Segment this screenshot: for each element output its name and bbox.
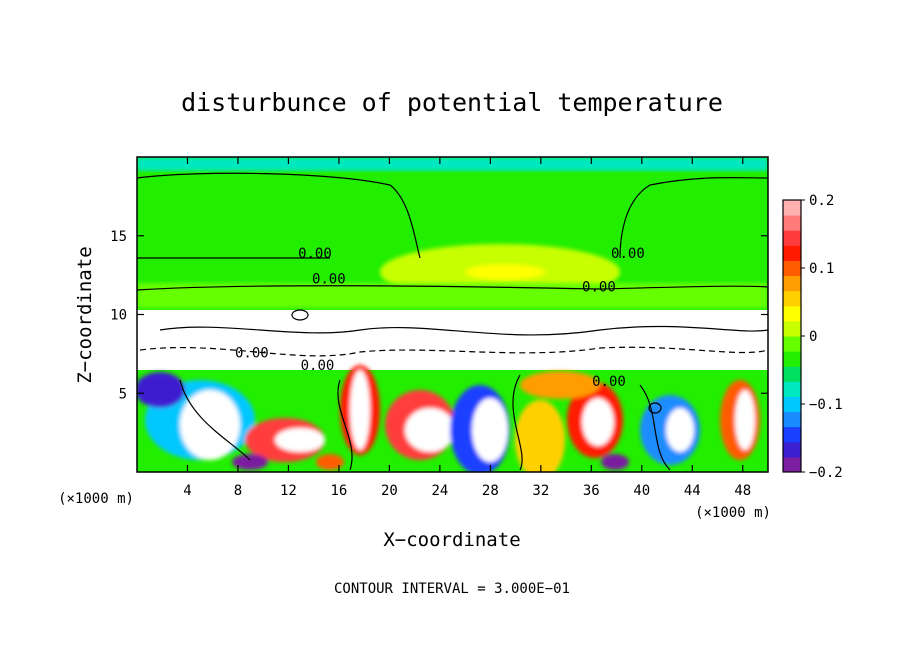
colorbar-swatch	[783, 456, 801, 473]
colorbar-swatch	[783, 336, 801, 352]
x-unit-label: (×1000 m)	[695, 505, 771, 521]
colorbar-swatch	[783, 290, 801, 307]
contour-interval-note: CONTOUR INTERVAL = 3.000E−01	[334, 581, 570, 597]
x-axis-title: X−coordinate	[383, 529, 520, 551]
colorbar-swatch	[783, 320, 801, 337]
y-tick-label: 5	[119, 386, 127, 402]
colorbar-swatch	[783, 411, 801, 428]
contour-label: 0.00	[235, 345, 269, 361]
colorbar-swatch	[783, 275, 801, 292]
colorbar: 0.2 0.1 0 −0.1 −0.2	[782, 193, 843, 481]
top-cyan-band	[137, 157, 768, 171]
turbulent-layer	[137, 310, 768, 372]
colorbar-tick-label: 0.1	[809, 261, 834, 277]
colorbar-swatch	[783, 441, 801, 458]
x-tick-label: 28	[482, 483, 499, 499]
colorbar-tick-label: 0.2	[809, 193, 834, 209]
x-tick-label: 44	[684, 483, 701, 499]
contour-labels: 0.00 0.00 0.00 0.00 0.00 0.00 0.00	[235, 246, 645, 390]
colorbar-tick-label: −0.2	[809, 465, 843, 481]
contour-label: 0.00	[312, 271, 346, 287]
contour-label: 0.00	[582, 279, 616, 295]
colorbar-swatch	[783, 305, 801, 322]
x-tick-label: 12	[280, 483, 297, 499]
contour-lines	[137, 172, 768, 471]
colorbar-tick-label: −0.1	[809, 397, 843, 413]
y-tick-label: 10	[110, 308, 127, 324]
colorbar-swatch	[783, 351, 801, 367]
z-unit-label: (×1000 m)	[58, 491, 134, 507]
contour-label: 0.00	[611, 246, 645, 262]
x-tick-label: 36	[583, 483, 600, 499]
colorbar-swatch	[783, 200, 801, 216]
x-tick-label: 24	[431, 483, 448, 499]
y-axis: 5 10 15	[110, 229, 768, 402]
lower-convective-cells	[137, 365, 760, 472]
colorbar-swatch	[783, 396, 801, 413]
x-tick-label: 32	[532, 483, 549, 499]
colorbar-swatch	[783, 245, 801, 261]
contour-label: 0.00	[592, 374, 626, 390]
x-axis: 4 8 12 16 20 24 28 32 36 40 44 48	[183, 157, 751, 499]
y-axis-title: Z−coordinate	[74, 246, 96, 383]
x-tick-label: 20	[381, 483, 398, 499]
chart-title: disturbunce of potential temperature	[181, 88, 723, 117]
colorbar-swatch	[783, 381, 801, 397]
colorbar-swatch	[783, 260, 801, 277]
x-tick-label: 8	[234, 483, 242, 499]
colorbar-swatch	[783, 426, 801, 443]
colorbar-swatch	[783, 366, 801, 382]
colorbar-tick-label: 0	[809, 329, 817, 345]
x-tick-label: 48	[734, 483, 751, 499]
y-tick-label: 15	[110, 229, 127, 245]
x-tick-label: 16	[330, 483, 347, 499]
x-tick-label: 40	[633, 483, 650, 499]
warm-anomaly-peak	[465, 264, 545, 280]
colorbar-swatch	[783, 230, 801, 246]
contour-label: 0.00	[301, 358, 335, 374]
x-tick-label: 4	[183, 483, 191, 499]
plot-area: 0.00 0.00 0.00 0.00 0.00 0.00 0.00	[137, 157, 768, 472]
contour-label: 0.00	[298, 246, 332, 262]
colorbar-swatch	[783, 215, 801, 231]
